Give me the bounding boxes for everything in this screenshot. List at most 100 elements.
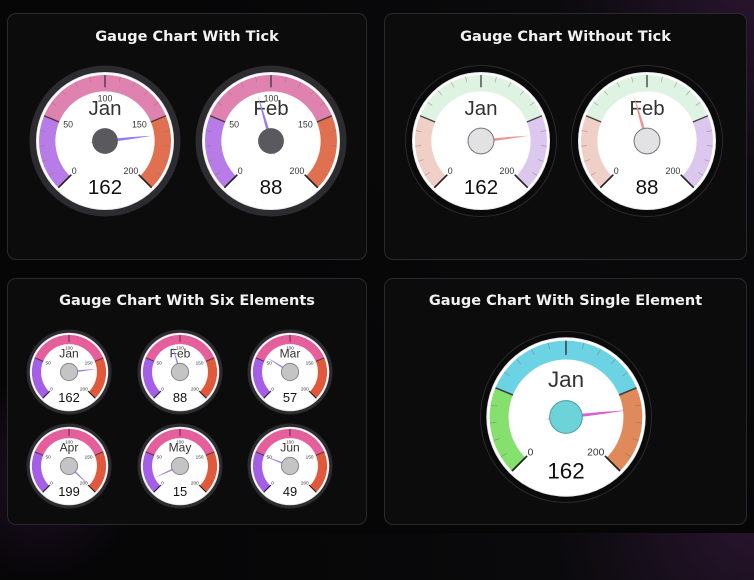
- gauge-tick-label: 50: [267, 455, 273, 461]
- gauge-tick-label: 0: [528, 447, 534, 458]
- gauge-tick-label: 200: [301, 481, 309, 487]
- gauge-tick-label: 200: [500, 166, 515, 176]
- gauge-hub: [171, 363, 188, 380]
- gauge-label: Jan: [59, 346, 78, 360]
- gauge-hub: [281, 457, 298, 474]
- gauge-tick-label: 150: [306, 455, 314, 461]
- card-gauge-single-element: Gauge Chart With Single Element 0 200 Jan 1…: [384, 278, 747, 525]
- gauge-tick-label: 200: [290, 166, 305, 176]
- gauge-tick-label: 200: [191, 387, 199, 393]
- gauge-tick-label: 0: [50, 481, 53, 487]
- gauge-tick-label: 150: [132, 120, 147, 130]
- gauge-tick-label: 50: [267, 361, 273, 367]
- gauge-feb: 0 200 Feb 88: [571, 65, 723, 221]
- gauge-svg: 0 200 Feb 88: [571, 65, 723, 217]
- gauge-tick-label: 200: [191, 481, 199, 487]
- gauge-hub: [281, 363, 298, 380]
- gauge-tick-label: 0: [161, 481, 164, 487]
- gauge-value: 49: [283, 484, 297, 499]
- gauge-label: Feb: [253, 97, 288, 120]
- gauge-tick-label: 0: [161, 387, 164, 393]
- gauge-tick-label: 150: [85, 361, 93, 367]
- gauge-label: May: [169, 440, 192, 454]
- gauge-tick-label: 150: [196, 455, 204, 461]
- gauge-label: Apr: [60, 440, 79, 454]
- gauge-value: 88: [173, 390, 187, 405]
- gauge-value: 88: [260, 176, 283, 199]
- gauge-svg: 0 200 Jan 162: [405, 65, 557, 217]
- gauge-hub: [550, 401, 583, 434]
- gauge-tick-label: 0: [271, 481, 274, 487]
- gauge-label: Feb: [629, 97, 664, 120]
- gauge-value: 162: [88, 176, 122, 199]
- gauge-tick-label: 0: [50, 387, 53, 393]
- gauge-jan: 0 200 Jan 162: [405, 65, 557, 221]
- gauge-label: Jan: [88, 97, 121, 120]
- gauge-jun: 050100150200Jun49: [247, 423, 333, 513]
- gauge-value: 199: [58, 484, 80, 499]
- card-title: Gauge Chart With Single Element: [385, 293, 746, 309]
- gauge-tick-label: 0: [72, 166, 77, 176]
- gauge-tick-label: 200: [587, 447, 604, 458]
- gauge-hub: [468, 128, 494, 154]
- gauge-tick-label: 50: [46, 361, 52, 367]
- gauge-svg: 0 200 Jan 162: [480, 331, 652, 503]
- gauge-tick-label: 0: [448, 166, 453, 176]
- gauge-label: Jan: [464, 97, 497, 120]
- gauge-hub: [92, 128, 118, 154]
- gauge-value: 15: [173, 484, 187, 499]
- gauge-tick-label: 150: [298, 120, 313, 130]
- gauge-value: 88: [636, 176, 659, 199]
- gauge-hub: [634, 128, 660, 154]
- gauge-label: Feb: [170, 346, 191, 360]
- gauge-tick-label: 150: [85, 455, 93, 461]
- gauge-jan: 0 200 Jan 162: [480, 331, 652, 507]
- card-title: Gauge Chart With Tick: [8, 29, 366, 45]
- gauge-tick-label: 0: [238, 166, 243, 176]
- gauge-hub: [258, 128, 284, 154]
- card-gauge-without-tick: Gauge Chart Without Tick 0 200 Jan 162 0 200…: [384, 13, 747, 260]
- gauge-tick-label: 50: [46, 455, 52, 461]
- gauge-tick-label: 200: [80, 387, 88, 393]
- gauge-tick-label: 200: [124, 166, 139, 176]
- gauge-tick-label: 200: [80, 481, 88, 487]
- gauge-value: 162: [547, 458, 584, 483]
- gauge-tick-label: 0: [271, 387, 274, 393]
- gauge-hub: [171, 457, 188, 474]
- gauge-tick-label: 50: [63, 120, 73, 130]
- gauge-tick-label: 200: [301, 387, 309, 393]
- gauge-tick-label: 50: [229, 120, 239, 130]
- gauge-svg: 050100150200Jun49: [247, 423, 333, 509]
- gauge-tick-label: 0: [614, 166, 619, 176]
- gauge-tick-label: 50: [157, 361, 163, 367]
- gauge-label: Mar: [280, 346, 301, 360]
- gauge-hub: [60, 363, 77, 380]
- gauge-tick-label: 150: [306, 361, 314, 367]
- gauge-tick-label: 200: [666, 166, 681, 176]
- gauge-label: Jan: [548, 367, 584, 392]
- card-title: Gauge Chart Without Tick: [385, 29, 746, 45]
- gauge-value: 162: [58, 390, 80, 405]
- gauge-tick-label: 150: [196, 361, 204, 367]
- card-title: Gauge Chart With Six Elements: [8, 293, 366, 309]
- gauge-label: Jun: [280, 440, 299, 454]
- gauge-value: 162: [464, 176, 498, 199]
- gauge-hub: [60, 457, 77, 474]
- gauge-value: 57: [283, 390, 297, 405]
